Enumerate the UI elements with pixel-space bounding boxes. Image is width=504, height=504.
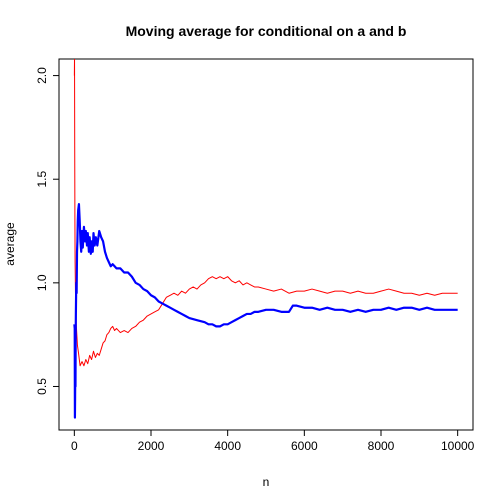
y-axis-label: average (3, 222, 17, 266)
x-tick-label: 0 (71, 439, 78, 453)
y-tick-label: 0.5 (35, 378, 49, 395)
y-tick-label: 1.0 (35, 274, 49, 291)
x-axis: 0 2000 4000 6000 8000 10000 (71, 429, 475, 453)
x-tick-label: 4000 (214, 439, 241, 453)
chart-title: Moving average for conditional on a and … (126, 23, 407, 39)
x-tick-label: 6000 (291, 439, 318, 453)
x-axis-label: n (263, 475, 270, 489)
y-tick-label: 1.5 (35, 171, 49, 188)
blue-series-line (73, 202, 458, 419)
y-axis: 0.5 1.0 1.5 2.0 (35, 67, 60, 395)
y-tick-label: 2.0 (35, 67, 49, 84)
x-tick-label: 8000 (368, 439, 395, 453)
red-series-line (73, 59, 458, 367)
series-group (73, 59, 458, 419)
x-tick-label: 2000 (138, 439, 165, 453)
plot-frame (58, 58, 474, 431)
x-tick-label: 10000 (441, 439, 475, 453)
